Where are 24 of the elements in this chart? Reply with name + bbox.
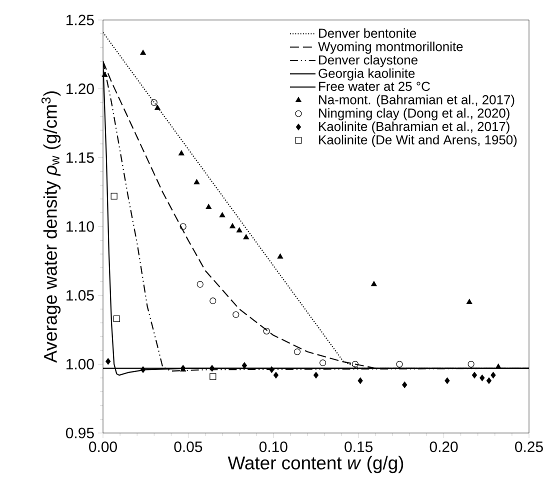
y-axis-title: Average water density ρ$_{w}$ (g/cm$^{3}$) xyxy=(41,91,61,363)
x-tick-label: 0.15 xyxy=(344,442,373,452)
x-tick-label: 0.20 xyxy=(430,442,458,452)
x-tick-label: 0.00 xyxy=(89,442,117,452)
legend-label: Wyoming montmorillonite xyxy=(318,42,463,54)
y-tick-label: 1.10 xyxy=(66,221,94,232)
x-axis-title: Water content w (g/g) xyxy=(228,456,404,474)
x-tick-label: 0.10 xyxy=(259,442,288,452)
legend-label: Kaolinite (De Wit and Arens, 1950) xyxy=(319,134,517,147)
legend-label: Kaolinite (Bahramian et al., 2017) xyxy=(319,122,510,134)
legend-label: Free water at 25 °C xyxy=(319,82,430,91)
legend-label: Georgia kaolinite xyxy=(318,68,415,80)
y-tick-label: 1.20 xyxy=(66,84,94,94)
legend-label: Ningming clay (Dong et al., 2020) xyxy=(319,108,510,120)
y-tick-label: 0.95 xyxy=(66,428,94,438)
y-tick-label: 1.00 xyxy=(66,358,94,370)
legend-label: Denver claystone xyxy=(319,55,418,68)
y-tick-label: 1.25 xyxy=(66,14,94,26)
y-tick-label: 1.15 xyxy=(66,152,94,163)
x-tick-label: 0.05 xyxy=(174,442,202,452)
x-tick-label: 0.25 xyxy=(515,442,543,452)
y-tick-label: 1.05 xyxy=(66,290,94,301)
legend-label: Na-mont. (Bahramian et al., 2017) xyxy=(319,94,514,107)
legend-label: Denver bentonite xyxy=(319,28,416,38)
